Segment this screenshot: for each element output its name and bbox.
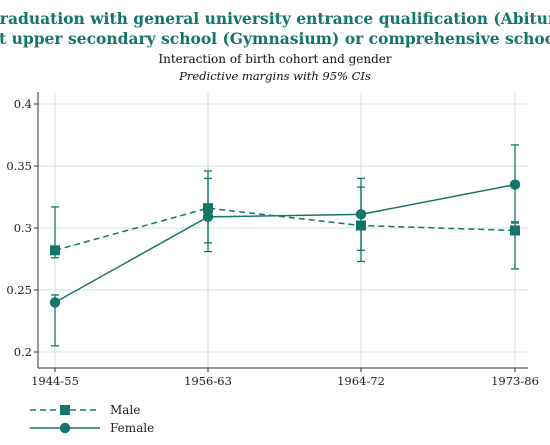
y-tick-label: 0.4	[14, 97, 32, 111]
x-tick-label: 1956-63	[184, 374, 232, 388]
chart-note: Predictive margins with 95% CIs	[178, 69, 371, 83]
legend-marker-male	[60, 405, 70, 415]
data-point-female	[202, 211, 214, 223]
legend: Male Female	[30, 403, 154, 435]
data-point-female	[509, 179, 521, 190]
data-point-female	[49, 297, 61, 308]
legend-item-female: Female	[30, 421, 154, 435]
x-tick-label: 1973-86	[491, 374, 539, 388]
series-line-female	[54, 183, 516, 304]
legend-label-female: Female	[110, 421, 154, 435]
data-point-male	[510, 225, 520, 236]
chart-title-line-2: at upper secondary school (Gymnasium) or…	[0, 29, 550, 48]
x-tick-label: 1964-72	[337, 374, 385, 388]
y-tick-label: 0.25	[6, 283, 32, 297]
y-tick-label: 0.3	[14, 221, 32, 235]
data-point-male	[50, 245, 60, 256]
chart-subtitle: Interaction of birth cohort and gender	[158, 52, 391, 66]
axes: 0.2 0.25 0.3 0.35 0.4 1944-55 1956-63 1964-72 19…	[6, 92, 539, 388]
legend-label-male: Male	[110, 403, 140, 417]
series-female	[49, 144, 521, 347]
legend-marker-female	[59, 422, 71, 434]
y-tick-label: 0.2	[14, 345, 32, 359]
legend-item-male: Male	[30, 403, 140, 417]
data-point-female	[355, 209, 367, 220]
chart-title-line-1: Graduation with general university entra…	[0, 9, 550, 28]
x-tick-label: 1944-55	[31, 374, 79, 388]
y-tick-label: 0.35	[6, 159, 32, 173]
series-layer	[49, 144, 521, 347]
series-line-male	[54, 207, 516, 252]
